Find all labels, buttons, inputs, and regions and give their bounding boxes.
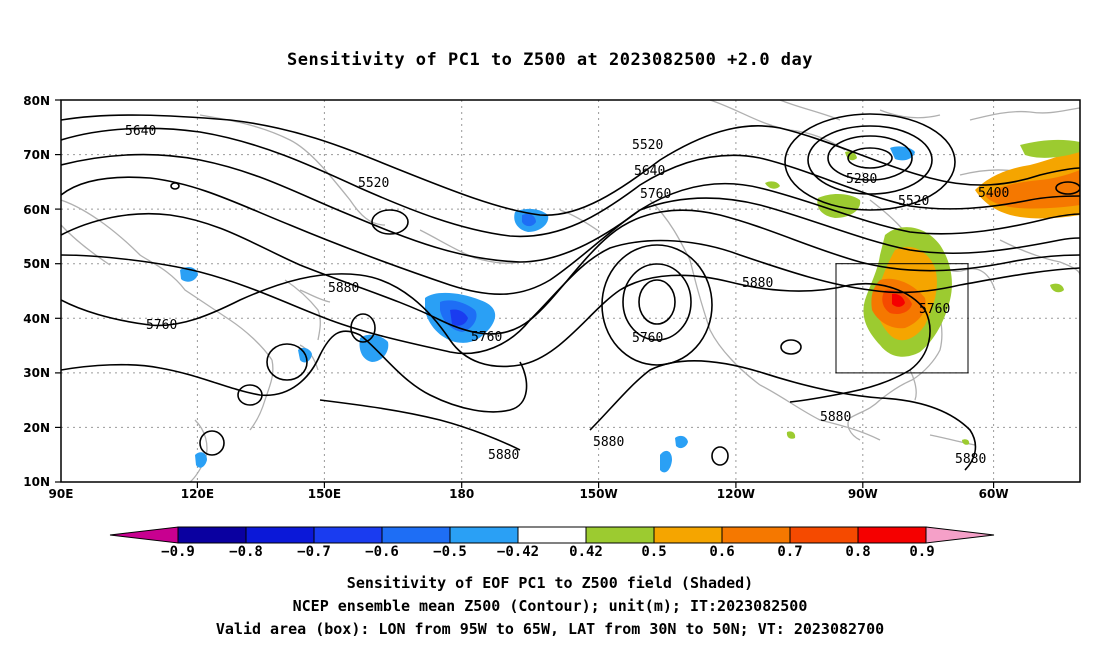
caption-line-2: NCEP ensemble mean Z500 (Contour); unit(… <box>292 597 808 615</box>
lat-label: 20N <box>23 421 50 435</box>
colorbar-swatch <box>789 526 859 544</box>
colorbar-label: −0.42 <box>496 544 540 560</box>
contour-label-5760-e: 5760 <box>919 302 950 317</box>
colorbar-high-extend <box>925 526 995 544</box>
colorbar-label: 0.5 <box>641 544 667 560</box>
colorbar-swatch <box>313 526 383 544</box>
colorbar-swatch <box>245 526 315 544</box>
tick-marks <box>55 99 995 488</box>
longitude-labels: 90E 120E 150E 180 150W 120W 90W 60W <box>49 487 1009 501</box>
contour-label-5880-b: 5880 <box>742 276 773 291</box>
colorbar <box>109 526 995 544</box>
colorbar-swatch <box>449 526 519 544</box>
colorbar-label: 0.7 <box>777 544 803 560</box>
lat-label: 40N <box>23 312 50 326</box>
contour-label-5520-b: 5520 <box>632 138 663 153</box>
contour-label-5880-e: 5880 <box>820 410 851 425</box>
colorbar-label: −0.5 <box>433 544 467 560</box>
contour-label-5640-b: 5640 <box>634 164 665 179</box>
contour-label-5400: 5400 <box>978 186 1009 201</box>
valid-area-box <box>835 263 969 374</box>
z500-contours <box>61 113 1080 471</box>
colorbar-swatch <box>177 526 247 544</box>
plot-frame <box>60 99 1081 483</box>
colorbar-label: −0.8 <box>229 544 263 560</box>
colorbar-label: 0.42 <box>569 544 603 560</box>
contour-label-5640-a: 5640 <box>125 124 156 139</box>
lat-label: 60N <box>23 203 50 217</box>
colorbar-label: −0.7 <box>297 544 331 560</box>
contour-label-5760-c: 5760 <box>471 330 502 345</box>
caption-line-3: Valid area (box): LON from 95W to 65W, L… <box>215 620 885 638</box>
map-title: Sensitivity of PC1 to Z500 at 2023082500… <box>286 50 813 70</box>
lon-label: 60W <box>979 487 1009 501</box>
colorbar-swatch <box>517 526 587 544</box>
colorbar-low-extend <box>109 526 179 544</box>
colorbar-label: 0.8 <box>845 544 871 560</box>
lat-label: 70N <box>23 148 50 162</box>
colorbar-label: 0.6 <box>709 544 735 560</box>
contour-label-5880-c: 5880 <box>488 448 519 463</box>
lat-label: 50N <box>23 257 50 271</box>
caption-line-1: Sensitivity of EOF PC1 to Z500 field (Sh… <box>346 574 754 592</box>
colorbar-label: −0.9 <box>161 544 195 560</box>
contour-label-5760-a: 5760 <box>640 187 671 202</box>
lon-label: 150E <box>308 487 341 501</box>
colorbar-label: 0.9 <box>909 544 935 560</box>
contour-label-5880-d: 5880 <box>593 435 624 450</box>
lon-label: 90W <box>848 487 878 501</box>
colorbar-swatch <box>653 526 723 544</box>
contour-label-5520-c: 5520 <box>898 194 929 209</box>
contour-labels: 5640 5520 5520 5640 5760 5280 5400 5520 … <box>125 124 1009 467</box>
lon-label: 150W <box>579 487 617 501</box>
contour-label-5760-b: 5760 <box>146 318 177 333</box>
coastlines <box>61 100 1080 482</box>
colorbar-swatch <box>857 526 927 544</box>
colorbar-swatch <box>721 526 791 544</box>
lat-label: 30N <box>23 366 50 380</box>
contour-label-5760-d: 5760 <box>632 331 663 346</box>
lat-label: 10N <box>23 475 50 489</box>
lon-label: 120W <box>717 487 755 501</box>
grid-lines <box>61 100 1080 482</box>
lon-label: 120E <box>181 487 214 501</box>
contour-label-5280: 5280 <box>846 172 877 187</box>
latitude-labels: 80N 70N 60N 50N 40N 30N 20N 10N <box>23 94 50 489</box>
contour-label-5880-a: 5880 <box>328 281 359 296</box>
lat-label: 80N <box>23 94 50 108</box>
colorbar-swatch <box>585 526 655 544</box>
contour-label-5520-a: 5520 <box>358 176 389 191</box>
lon-label: 180 <box>449 487 474 501</box>
colorbar-label: −0.6 <box>365 544 399 560</box>
contour-label-5880-f: 5880 <box>955 452 986 467</box>
colorbar-swatch <box>381 526 451 544</box>
lon-label: 90E <box>49 487 74 501</box>
